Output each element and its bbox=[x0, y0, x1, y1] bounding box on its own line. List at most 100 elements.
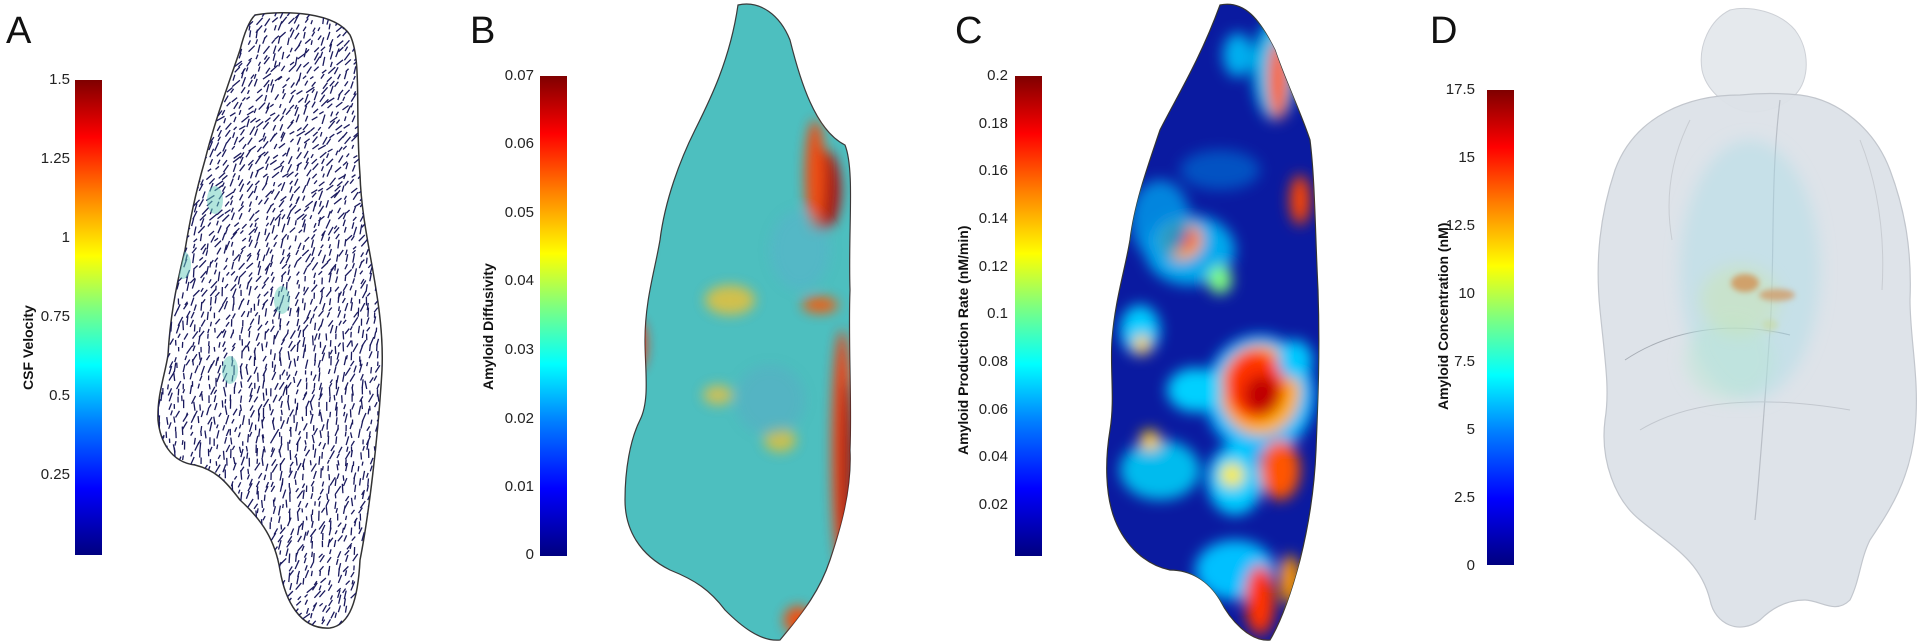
velocity-arrow bbox=[262, 380, 265, 389]
velocity-arrow bbox=[232, 172, 236, 178]
velocity-arrow bbox=[190, 151, 196, 156]
velocity-arrow bbox=[261, 303, 266, 310]
velocity-arrow bbox=[238, 284, 242, 289]
velocity-arrow bbox=[318, 190, 324, 201]
velocity-arrow bbox=[312, 163, 319, 171]
velocity-arrow bbox=[370, 94, 379, 103]
velocity-arrow bbox=[270, 409, 274, 416]
velocity-arrow bbox=[366, 485, 369, 492]
velocity-arrow bbox=[173, 308, 179, 317]
velocity-arrow bbox=[161, 601, 165, 607]
velocity-arrow bbox=[254, 209, 260, 215]
velocity-arrow bbox=[225, 257, 229, 263]
velocity-arrow bbox=[200, 119, 205, 128]
tick-label: 0.16 bbox=[978, 162, 1008, 179]
velocity-arrow bbox=[342, 96, 346, 102]
velocity-arrow bbox=[200, 588, 207, 597]
velocity-arrow bbox=[257, 199, 263, 206]
velocity-arrow bbox=[296, 130, 306, 137]
velocity-arrow bbox=[385, 124, 388, 131]
tick-label: 2.5 bbox=[1454, 489, 1475, 506]
velocity-arrow bbox=[216, 372, 221, 383]
velocity-arrow bbox=[327, 148, 333, 153]
velocity-arrow bbox=[199, 83, 204, 89]
velocity-arrow bbox=[271, 171, 280, 179]
velocity-arrow bbox=[201, 611, 209, 618]
velocity-arrow bbox=[263, 291, 269, 297]
velocity-arrow bbox=[281, 263, 288, 270]
glass-brain-render bbox=[1597, 7, 1917, 628]
velocity-arrow bbox=[232, 570, 238, 578]
velocity-arrow bbox=[229, 200, 233, 206]
velocity-arrow bbox=[207, 12, 212, 18]
velocity-arrow bbox=[208, 384, 211, 390]
velocity-arrow bbox=[351, 144, 355, 150]
velocity-arrow bbox=[269, 249, 273, 254]
velocity-arrow bbox=[343, 52, 351, 61]
velocity-arrow bbox=[325, 289, 332, 298]
velocity-arrow bbox=[378, 437, 381, 444]
velocity-arrow bbox=[162, 133, 167, 142]
velocity-arrow bbox=[273, 60, 277, 68]
velocity-arrow bbox=[272, 499, 275, 507]
velocity-arrow bbox=[214, 23, 218, 32]
velocity-arrow bbox=[336, 12, 339, 17]
velocity-arrow bbox=[387, 328, 390, 333]
velocity-arrow bbox=[385, 500, 388, 506]
velocity-arrow bbox=[232, 132, 236, 139]
velocity-arrow bbox=[370, 66, 377, 75]
velocity-arrow bbox=[224, 209, 231, 215]
velocity-highlight bbox=[274, 286, 290, 314]
velocity-arrow bbox=[215, 581, 220, 586]
velocity-arrow bbox=[357, 428, 361, 438]
velocity-arrow bbox=[191, 517, 197, 524]
velocity-arrow bbox=[177, 206, 185, 213]
velocity-arrow bbox=[151, 153, 156, 157]
velocity-arrow bbox=[169, 361, 174, 368]
velocity-arrow bbox=[158, 212, 164, 220]
tick-label: 0.03 bbox=[504, 341, 534, 358]
velocity-arrow bbox=[205, 609, 208, 614]
velocity-arrow bbox=[178, 182, 185, 187]
velocity-arrow bbox=[353, 311, 359, 318]
velocity-arrow bbox=[381, 24, 383, 31]
velocity-arrow bbox=[357, 325, 361, 334]
velocity-arrow bbox=[294, 56, 298, 65]
velocity-arrow bbox=[263, 446, 266, 453]
velocity-arrow bbox=[161, 489, 165, 494]
velocity-arrow bbox=[255, 94, 264, 102]
velocity-arrow bbox=[160, 359, 167, 367]
velocity-arrow bbox=[237, 432, 241, 438]
velocity-arrow bbox=[376, 179, 383, 185]
colorbar-b bbox=[540, 76, 567, 556]
velocity-arrow bbox=[374, 88, 378, 96]
panel-letter-d: D bbox=[1430, 10, 1458, 52]
velocity-arrow bbox=[183, 197, 191, 205]
velocity-arrow bbox=[386, 575, 388, 584]
velocity-arrow bbox=[159, 292, 166, 300]
velocity-arrow bbox=[198, 351, 201, 360]
velocity-arrow bbox=[374, 188, 379, 193]
velocity-arrow bbox=[286, 163, 293, 173]
velocity-arrow bbox=[176, 83, 183, 88]
velocity-arrow bbox=[237, 205, 245, 212]
velocity-arrow bbox=[197, 383, 200, 389]
velocity-arrow bbox=[365, 169, 369, 177]
velocity-arrow bbox=[257, 66, 261, 72]
velocity-arrow bbox=[238, 536, 244, 544]
velocity-arrow bbox=[295, 63, 302, 72]
velocity-arrow bbox=[286, 209, 292, 220]
velocity-arrow bbox=[264, 485, 269, 493]
velocity-arrow bbox=[353, 365, 357, 373]
velocity-arrow bbox=[359, 302, 366, 312]
velocity-arrow bbox=[278, 395, 283, 402]
velocity-arrow bbox=[256, 231, 261, 242]
velocity-arrow bbox=[270, 601, 274, 606]
velocity-arrow bbox=[173, 186, 179, 192]
velocity-arrow bbox=[238, 109, 242, 116]
velocity-arrow bbox=[221, 186, 226, 192]
velocity-arrow bbox=[222, 424, 226, 431]
velocity-arrow bbox=[384, 237, 388, 241]
velocity-arrow bbox=[205, 114, 212, 123]
velocity-arrow bbox=[257, 534, 262, 542]
